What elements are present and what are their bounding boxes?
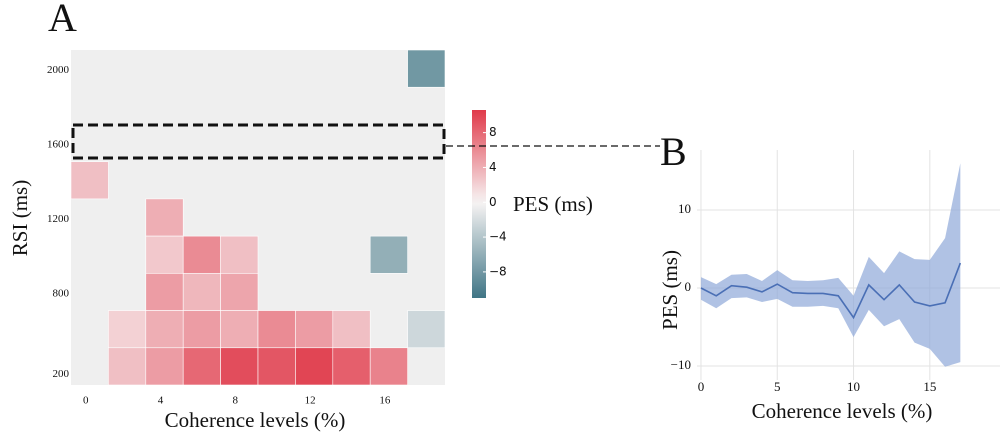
confidence-band	[700, 163, 961, 367]
heatmap-cell	[369, 347, 408, 386]
heatmap-cell	[145, 347, 184, 386]
heatmap-cell	[257, 347, 296, 386]
y-tick-label: −10	[671, 357, 691, 372]
y-tick-label: 200	[53, 368, 70, 380]
heatmap-cell	[145, 273, 184, 311]
x-axis-label: Coherence levels (%)	[752, 399, 933, 423]
colorbar-tick-label: −8	[489, 264, 507, 278]
heatmap-cell	[407, 310, 446, 349]
x-tick-label: 12	[305, 395, 316, 407]
heatmap-cell	[332, 310, 371, 349]
heatmap-cell	[182, 310, 221, 349]
highlight-box	[71, 123, 446, 160]
heatmap-cell	[257, 310, 296, 349]
heatmap-cell	[145, 235, 184, 274]
x-tick-label: 16	[379, 395, 391, 407]
x-tick-label: 4	[158, 395, 164, 407]
y-tick-label: 0	[685, 279, 692, 294]
colorbar-label: PES (ms)	[513, 192, 593, 216]
heatmap-cell	[182, 273, 221, 311]
heatmap-cell	[295, 310, 334, 349]
heatmap-cell	[108, 310, 147, 349]
heatmap-cell	[145, 198, 184, 237]
y-tick-label: 1600	[47, 139, 70, 151]
x-tick-label: 10	[847, 379, 860, 394]
colorbar-tick-label: −4	[489, 230, 507, 244]
heatmap-cell	[369, 235, 408, 274]
colorbar-tick-label: 0	[489, 195, 497, 209]
heatmap-cell	[332, 347, 371, 386]
heatmap-cell	[295, 347, 334, 386]
colorbar-tick-label: 8	[489, 125, 497, 139]
y-tick-label: 2000	[47, 64, 70, 76]
heatmap-cell	[70, 161, 109, 200]
panel-label: B	[660, 129, 687, 174]
panel-label: A	[48, 0, 77, 40]
colorbar	[472, 110, 486, 298]
mean-line	[700, 262, 962, 320]
y-axis-label: RSI (ms)	[8, 180, 32, 256]
heatmap-cell	[182, 235, 221, 274]
y-tick-label: 800	[53, 287, 70, 299]
heatmap-cell	[108, 347, 147, 386]
heatmap-cell	[220, 347, 259, 386]
heatmap-cell	[220, 235, 259, 274]
x-tick-label: 15	[923, 379, 936, 394]
heatmap-cell	[145, 310, 184, 349]
x-tick-label: 5	[774, 379, 781, 394]
y-tick-label: 10	[678, 201, 691, 216]
heatmap-cell	[182, 347, 221, 386]
y-axis-label: PES (ms)	[658, 250, 682, 330]
y-tick-label: 1200	[47, 213, 70, 225]
heatmap-cell	[220, 310, 259, 349]
heatmap-cell	[220, 273, 259, 311]
x-tick-label: 8	[233, 395, 239, 407]
heatmap-cell	[407, 49, 446, 88]
colorbar-tick-label: 4	[489, 160, 497, 174]
x-tick-label: 0	[83, 395, 89, 407]
x-axis-label: Coherence levels (%)	[165, 408, 346, 432]
x-tick-label: 0	[698, 379, 705, 394]
